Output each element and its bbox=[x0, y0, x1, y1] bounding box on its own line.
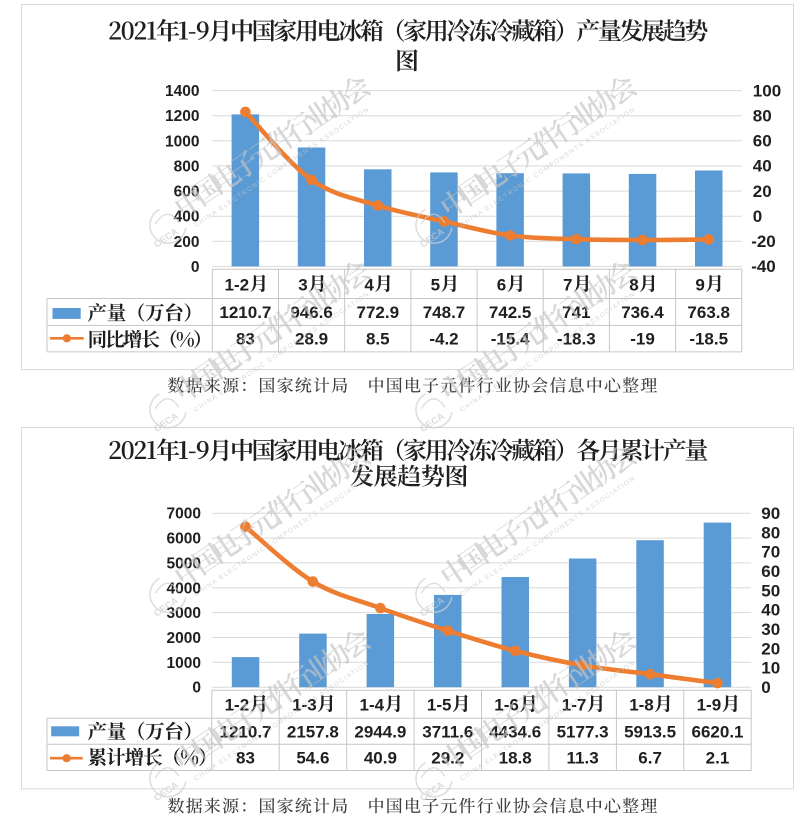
svg-text:18.8: 18.8 bbox=[499, 749, 532, 768]
svg-text:5177.3: 5177.3 bbox=[557, 722, 609, 741]
svg-text:1-2: 1-2 bbox=[225, 695, 250, 714]
svg-text:1000: 1000 bbox=[167, 655, 201, 672]
svg-text:1210.7: 1210.7 bbox=[219, 303, 271, 322]
svg-text:1-6: 1-6 bbox=[494, 695, 519, 714]
svg-text:741: 741 bbox=[562, 303, 590, 322]
svg-text:772.9: 772.9 bbox=[357, 303, 400, 322]
svg-text:20: 20 bbox=[753, 182, 772, 201]
svg-text:6.7: 6.7 bbox=[638, 749, 662, 768]
svg-text:400: 400 bbox=[174, 209, 200, 226]
svg-text:7000: 7000 bbox=[167, 506, 201, 523]
svg-text:742.5: 742.5 bbox=[489, 303, 532, 322]
svg-text:3000: 3000 bbox=[167, 605, 201, 622]
svg-text:736.4: 736.4 bbox=[621, 303, 664, 322]
svg-text:90: 90 bbox=[761, 504, 780, 523]
svg-text:80: 80 bbox=[761, 523, 780, 542]
svg-text:3711.6: 3711.6 bbox=[422, 722, 473, 741]
svg-text:2157.8: 2157.8 bbox=[287, 722, 339, 741]
svg-text:1-2: 1-2 bbox=[225, 275, 250, 294]
svg-text:20: 20 bbox=[761, 639, 780, 658]
svg-text:2.1: 2.1 bbox=[706, 749, 730, 768]
svg-text:8.5: 8.5 bbox=[366, 330, 390, 349]
svg-text:30: 30 bbox=[761, 620, 780, 639]
svg-text:29.2: 29.2 bbox=[431, 749, 464, 768]
svg-text:0: 0 bbox=[753, 207, 762, 226]
svg-text:2944.9: 2944.9 bbox=[354, 722, 406, 741]
svg-text:1400: 1400 bbox=[165, 83, 199, 100]
svg-text:0: 0 bbox=[192, 680, 201, 697]
svg-text:4: 4 bbox=[364, 275, 374, 294]
svg-text:54.6: 54.6 bbox=[296, 749, 329, 768]
svg-text:5: 5 bbox=[431, 275, 440, 294]
svg-text:80: 80 bbox=[753, 107, 772, 126]
svg-text:60: 60 bbox=[761, 562, 780, 581]
svg-text:763.8: 763.8 bbox=[687, 303, 730, 322]
svg-text:6: 6 bbox=[497, 275, 506, 294]
svg-text:3: 3 bbox=[298, 275, 307, 294]
svg-text:40: 40 bbox=[753, 157, 772, 176]
svg-text:1-8: 1-8 bbox=[629, 695, 654, 714]
svg-text:100: 100 bbox=[753, 81, 781, 100]
svg-text:40.9: 40.9 bbox=[364, 749, 397, 768]
svg-text:800: 800 bbox=[174, 158, 200, 175]
svg-text:8: 8 bbox=[629, 275, 638, 294]
svg-text:6620.1: 6620.1 bbox=[692, 722, 744, 741]
svg-text:1200: 1200 bbox=[165, 108, 199, 125]
svg-text:9: 9 bbox=[695, 275, 704, 294]
svg-text:1-4: 1-4 bbox=[360, 695, 385, 714]
svg-text:70: 70 bbox=[761, 543, 780, 562]
svg-text:748.7: 748.7 bbox=[423, 303, 466, 322]
svg-text:83: 83 bbox=[236, 749, 255, 768]
svg-text:1-5: 1-5 bbox=[427, 695, 452, 714]
svg-text:-4.2: -4.2 bbox=[429, 330, 458, 349]
svg-text:-20: -20 bbox=[751, 232, 776, 251]
svg-text:40: 40 bbox=[761, 601, 780, 620]
svg-text:-40: -40 bbox=[751, 257, 776, 276]
svg-text:0: 0 bbox=[191, 259, 200, 276]
svg-text:11.3: 11.3 bbox=[567, 749, 599, 768]
svg-text:2000: 2000 bbox=[167, 630, 201, 647]
svg-text:60: 60 bbox=[753, 132, 772, 151]
svg-text:-18.5: -18.5 bbox=[689, 330, 728, 349]
svg-text:1-9: 1-9 bbox=[697, 695, 722, 714]
svg-text:-19: -19 bbox=[630, 330, 655, 349]
svg-text:0: 0 bbox=[761, 678, 770, 697]
svg-text:6000: 6000 bbox=[167, 531, 201, 548]
svg-text:5913.5: 5913.5 bbox=[624, 722, 676, 741]
svg-text:50: 50 bbox=[761, 581, 780, 600]
svg-text:10: 10 bbox=[761, 659, 780, 678]
svg-text:7: 7 bbox=[563, 275, 572, 294]
svg-text:1000: 1000 bbox=[165, 133, 199, 150]
